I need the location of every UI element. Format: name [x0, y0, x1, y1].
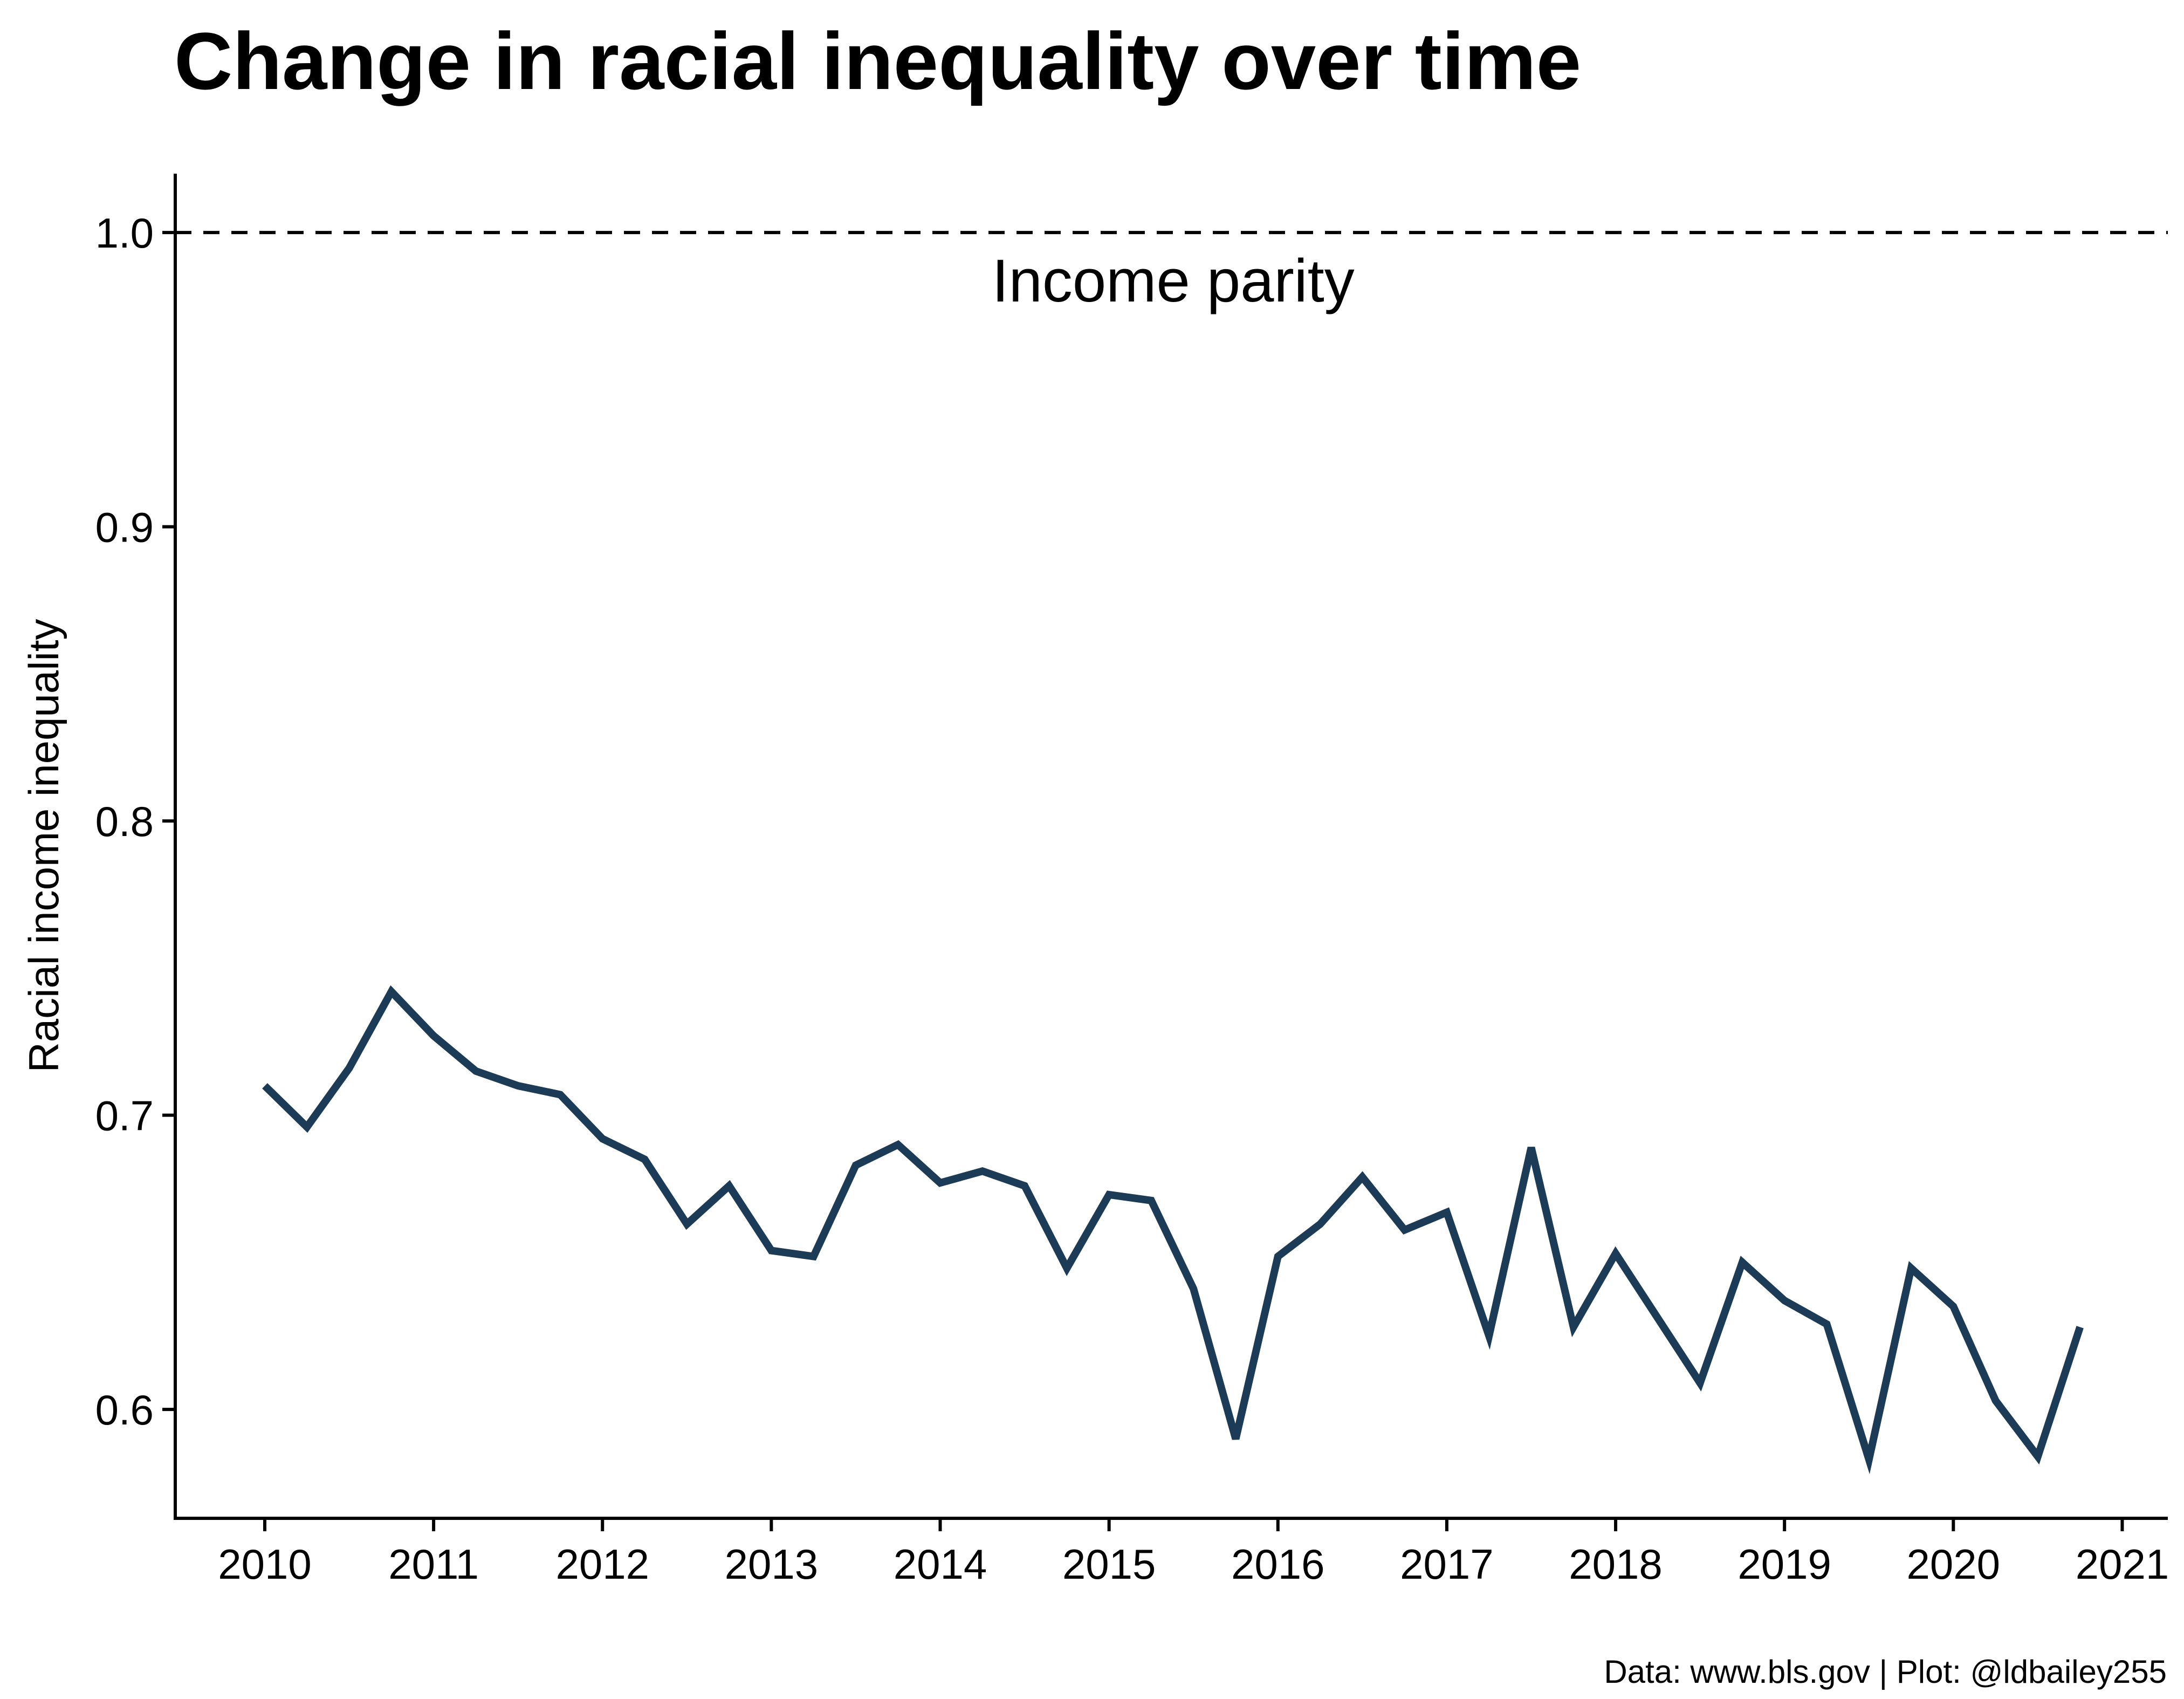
y-tick-label: 0.8	[95, 798, 154, 845]
x-tick-label: 2020	[1907, 1540, 2001, 1588]
x-tick-label: 2016	[1231, 1540, 1325, 1588]
x-tick-label: 2018	[1569, 1540, 1663, 1588]
chart-title: Change in racial inequality over time	[174, 16, 1581, 106]
y-tick-label: 1.0	[95, 209, 154, 257]
x-tick-label: 2015	[1062, 1540, 1156, 1588]
reference-line-label: Income parity	[992, 247, 1354, 314]
y-tick-label: 0.6	[95, 1386, 154, 1434]
x-tick-label: 2013	[725, 1540, 819, 1588]
chart-caption: Data: www.bls.gov | Plot: @ldbailey255	[1604, 1654, 2167, 1690]
y-tick-label: 0.7	[95, 1092, 154, 1140]
plot-area: Income parity 0.6 0.7 0.8 0.9 1.0 2010 2011 2012…	[95, 174, 2169, 1588]
y-tick-label: 0.9	[95, 504, 154, 551]
series-line-0	[262, 985, 2084, 1475]
x-tick-label: 2010	[218, 1540, 312, 1588]
x-tick-label: 2012	[555, 1540, 649, 1588]
x-tick-label: 2021	[2076, 1540, 2169, 1588]
x-tick-label: 2014	[894, 1540, 987, 1588]
x-tick-label: 2017	[1400, 1540, 1494, 1588]
y-axis-label: Racial income inequality	[20, 619, 67, 1072]
x-tick-label: 2019	[1737, 1540, 1831, 1588]
x-tick-label: 2011	[388, 1540, 479, 1588]
